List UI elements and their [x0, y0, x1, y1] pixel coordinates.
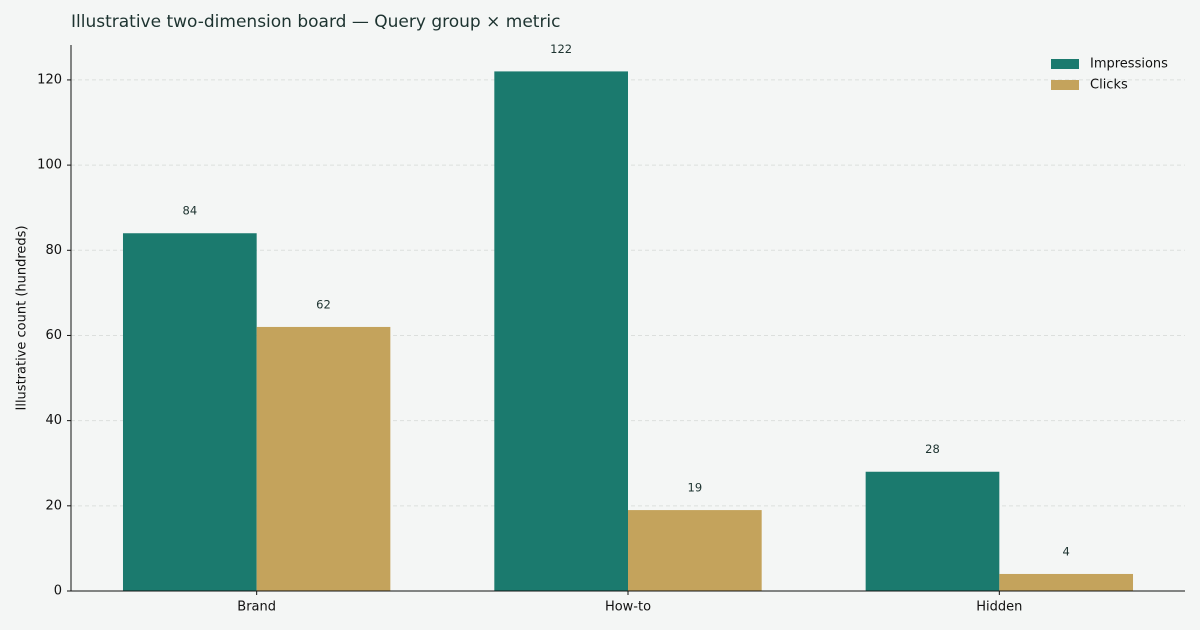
bar: [999, 573, 1134, 591]
bar: [628, 510, 762, 591]
value-label: 4: [1063, 544, 1070, 558]
value-label: 19: [688, 481, 703, 495]
bar: [865, 471, 1000, 591]
value-label: 62: [316, 297, 331, 311]
bar: [494, 71, 628, 591]
y-tick-label: 40: [45, 413, 62, 428]
legend-swatch: [1051, 80, 1079, 90]
x-tick-label: Brand: [237, 600, 276, 615]
value-label: 28: [925, 442, 940, 456]
value-label: 84: [183, 204, 198, 218]
y-axis-label: Illustrative count (hundreds): [15, 225, 30, 410]
x-tick-label: Hidden: [976, 600, 1022, 615]
bar: [122, 233, 257, 591]
y-tick-label: 80: [45, 243, 62, 258]
chart-title: Illustrative two-dimension board — Query…: [71, 12, 561, 32]
y-tick-label: 0: [54, 584, 62, 599]
bar: [256, 326, 391, 591]
y-tick-label: 100: [37, 158, 62, 173]
legend-label: Impressions: [1090, 57, 1168, 72]
value-label: 122: [550, 42, 572, 56]
legend-label: Clicks: [1090, 78, 1128, 93]
legend-swatch: [1051, 59, 1079, 69]
y-tick-label: 120: [37, 72, 62, 87]
x-tick-label: How-to: [605, 600, 651, 615]
y-tick-label: 20: [45, 498, 62, 513]
y-tick-label: 60: [45, 328, 62, 343]
